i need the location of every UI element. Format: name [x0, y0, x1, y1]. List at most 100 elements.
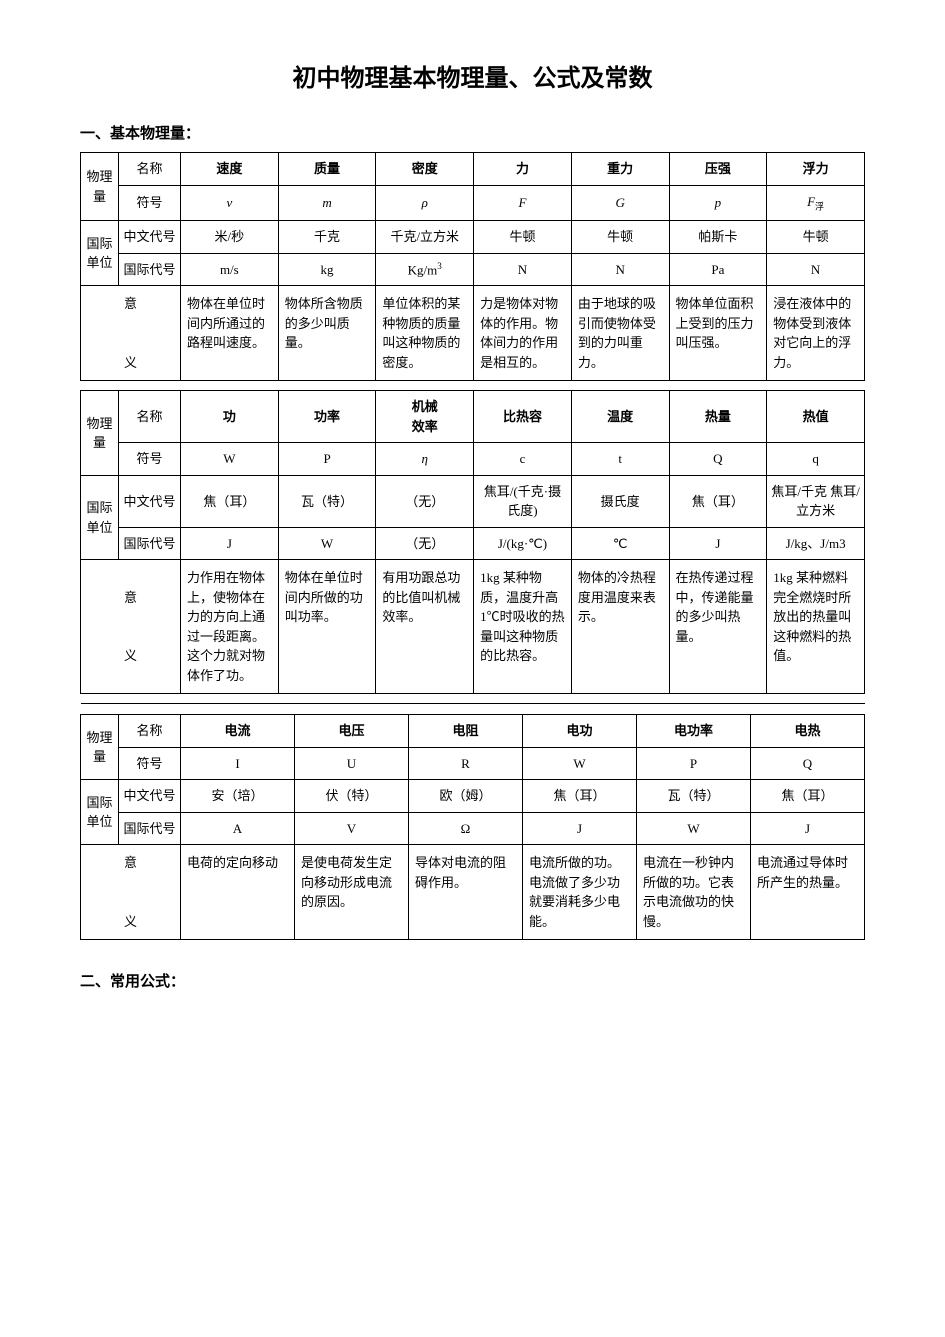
- g3-cn-1: 伏（特）: [295, 780, 409, 813]
- g1-intl-4: N: [571, 253, 669, 286]
- g2-name-4: 温度: [571, 391, 669, 443]
- g3-cn-5: 焦（耳）: [751, 780, 865, 813]
- g3-name-4: 电功率: [637, 715, 751, 748]
- g2-sym-2: η: [376, 443, 474, 476]
- g1-sym-1: m: [278, 185, 376, 220]
- g2-intl-6: J/kg、J/m3: [767, 527, 865, 560]
- g3-intl-3: J: [523, 812, 637, 845]
- g2-sym-6: q: [767, 443, 865, 476]
- g1-intl-1: kg: [278, 253, 376, 286]
- g2-mean-0: 力作用在物体上，使物体在力的方向上通过一段距离。这个力就对物体作了功。: [181, 560, 279, 694]
- g3-mean-3: 电流所做的功。电流做了多少功就要消耗多少电能。: [523, 845, 637, 940]
- g1-sym-6: F浮: [767, 185, 865, 220]
- g2-mean-6: 1kg 某种燃料完全燃烧时所放出的热量叫这种燃料的热值。: [767, 560, 865, 694]
- g1-name-2: 密度: [376, 153, 474, 186]
- g3-sym-1: U: [295, 747, 409, 780]
- g2-intl-0: J: [181, 527, 279, 560]
- label-meaning-2: 意 义: [81, 560, 181, 694]
- g2-name-2: 机械效率: [376, 391, 474, 443]
- label-quantity: 物理量: [81, 153, 119, 221]
- label-unit-3: 国际单位: [81, 780, 119, 845]
- label-unit: 国际单位: [81, 221, 119, 286]
- g1-sym-4: G: [571, 185, 669, 220]
- g1-cn-0: 米/秒: [181, 221, 279, 254]
- g1-mean-5: 物体单位面积上受到的压力叫压强。: [669, 286, 767, 381]
- g3-mean-5: 电流通过导体时所产生的热量。: [751, 845, 865, 940]
- g3-intl-5: J: [751, 812, 865, 845]
- g2-intl-4: ℃: [571, 527, 669, 560]
- g2-sym-1: P: [278, 443, 376, 476]
- g2-cn-4: 摄氏度: [571, 475, 669, 527]
- g2-mean-1: 物体在单位时间内所做的功叫功率。: [278, 560, 376, 694]
- g1-name-4: 重力: [571, 153, 669, 186]
- g2-cn-0: 焦（耳）: [181, 475, 279, 527]
- g2-cn-1: 瓦（特）: [278, 475, 376, 527]
- g1-cn-2: 千克/立方米: [376, 221, 474, 254]
- g1-mean-2: 单位体积的某种物质的质量叫这种物质的密度。: [376, 286, 474, 381]
- label-quantity-3: 物理量: [81, 715, 119, 780]
- g2-intl-1: W: [278, 527, 376, 560]
- g1-name-6: 浮力: [767, 153, 865, 186]
- g1-mean-1: 物体所含物质的多少叫质量。: [278, 286, 376, 381]
- g3-name-0: 电流: [181, 715, 295, 748]
- g2-mean-2: 有用功跟总功的比值叫机械效率。: [376, 560, 474, 694]
- g2-name-1: 功率: [278, 391, 376, 443]
- label-cncode-3: 中文代号: [119, 780, 181, 813]
- g1-cn-3: 牛顿: [474, 221, 572, 254]
- g3-sym-4: P: [637, 747, 751, 780]
- g2-sym-0: W: [181, 443, 279, 476]
- g2-sym-5: Q: [669, 443, 767, 476]
- g3-intl-1: V: [295, 812, 409, 845]
- g2-name-0: 功: [181, 391, 279, 443]
- label-quantity-2: 物理量: [81, 391, 119, 476]
- g2-intl-2: （无）: [376, 527, 474, 560]
- g2-name-5: 热量: [669, 391, 767, 443]
- g1-mean-6: 浸在液体中的物体受到液体对它向上的浮力。: [767, 286, 865, 381]
- label-name: 名称: [119, 153, 181, 186]
- g3-mean-0: 电荷的定向移动: [181, 845, 295, 940]
- g2-cn-5: 焦（耳）: [669, 475, 767, 527]
- section-2-label: 二、常用公式：: [80, 970, 865, 994]
- physics-table-3: 物理量 名称 电流 电压 电阻 电功 电功率 电热 符号 I U R W P Q…: [80, 714, 865, 940]
- g1-intl-6: N: [767, 253, 865, 286]
- g3-cn-0: 安（培）: [181, 780, 295, 813]
- g2-mean-5: 在热传递过程中，传递能量的多少叫热量。: [669, 560, 767, 694]
- g1-sym-0: v: [181, 185, 279, 220]
- g3-intl-0: A: [181, 812, 295, 845]
- label-symbol-3: 符号: [119, 747, 181, 780]
- g2-cn-3: 焦耳/(千克·摄氏度): [474, 475, 572, 527]
- g1-name-1: 质量: [278, 153, 376, 186]
- g1-cn-5: 帕斯卡: [669, 221, 767, 254]
- g3-name-2: 电阻: [409, 715, 523, 748]
- g1-cn-1: 千克: [278, 221, 376, 254]
- g2-cn-2: （无）: [376, 475, 474, 527]
- g1-cn-4: 牛顿: [571, 221, 669, 254]
- g1-cn-6: 牛顿: [767, 221, 865, 254]
- label-cncode-2: 中文代号: [119, 475, 181, 527]
- label-unit-2: 国际单位: [81, 475, 119, 560]
- g3-name-3: 电功: [523, 715, 637, 748]
- g3-sym-5: Q: [751, 747, 865, 780]
- g1-sym-5: p: [669, 185, 767, 220]
- g1-intl-2: Kg/m3: [376, 253, 474, 286]
- label-intlcode-2: 国际代号: [119, 527, 181, 560]
- g2-name-6: 热值: [767, 391, 865, 443]
- g3-name-5: 电热: [751, 715, 865, 748]
- g3-name-1: 电压: [295, 715, 409, 748]
- g1-mean-3: 力是物体对物体的作用。物体间力的作用是相互的。: [474, 286, 572, 381]
- label-symbol: 符号: [119, 185, 181, 220]
- g1-intl-0: m/s: [181, 253, 279, 286]
- g3-intl-2: Ω: [409, 812, 523, 845]
- label-meaning: 意 义: [81, 286, 181, 381]
- g1-sym-3: F: [474, 185, 572, 220]
- g3-sym-3: W: [523, 747, 637, 780]
- physics-table-1: 物理量 名称 速度 质量 密度 力 重力 压强 浮力 符号 v m ρ F G …: [80, 152, 865, 704]
- g3-sym-0: I: [181, 747, 295, 780]
- g1-sym-2: ρ: [376, 185, 474, 220]
- label-cncode: 中文代号: [119, 221, 181, 254]
- label-symbol-2: 符号: [119, 443, 181, 476]
- g1-intl-5: Pa: [669, 253, 767, 286]
- g2-cn-6: 焦耳/千克 焦耳/立方米: [767, 475, 865, 527]
- g1-intl-3: N: [474, 253, 572, 286]
- g2-intl-5: J: [669, 527, 767, 560]
